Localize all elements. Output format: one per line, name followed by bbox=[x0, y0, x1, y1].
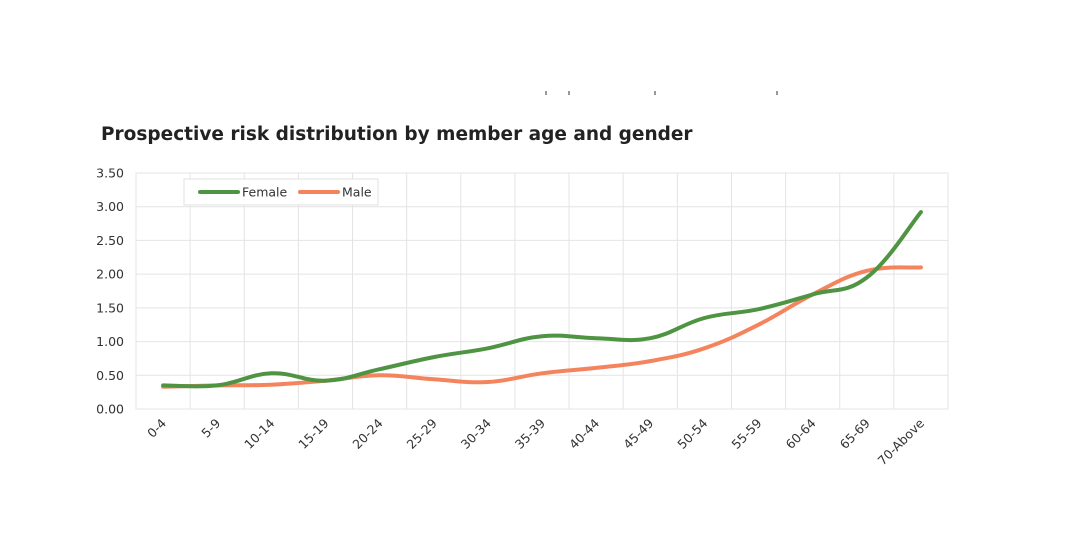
x-tick-label: 40-44 bbox=[566, 415, 602, 451]
y-tick-label: 0.00 bbox=[96, 402, 124, 417]
series-line-female[interactable] bbox=[161, 210, 923, 389]
series-line-male[interactable] bbox=[161, 265, 923, 389]
x-tick-label: 5-9 bbox=[198, 415, 223, 440]
y-tick-label: 0.50 bbox=[96, 368, 124, 383]
y-tick-label: 3.50 bbox=[96, 166, 124, 181]
x-tick-label: 0-4 bbox=[144, 415, 169, 440]
chart-title: Prospective risk distribution by member … bbox=[101, 124, 693, 145]
x-tick-label: 55-59 bbox=[728, 415, 764, 451]
x-tick-label: 25-29 bbox=[404, 415, 440, 451]
series bbox=[161, 210, 923, 389]
x-tick-label: 45-49 bbox=[620, 415, 656, 451]
y-tick-label: 1.00 bbox=[96, 334, 124, 349]
x-tick-label: 30-34 bbox=[458, 415, 494, 451]
axes: 0.00 0.50 1.00 1.50 2.00 2.50 3.00 3.50 0-4 5-9 10… bbox=[96, 166, 927, 469]
x-tick-label: 70-Above bbox=[874, 415, 927, 468]
y-tick-label: 1.50 bbox=[96, 300, 124, 315]
legend-label: Male bbox=[342, 185, 372, 200]
legend-item-male[interactable]: Male bbox=[298, 185, 372, 200]
y-tick-label: 2.50 bbox=[96, 233, 124, 248]
clipped-top-marks bbox=[545, 91, 778, 95]
x-tick-label: 15-19 bbox=[295, 415, 331, 451]
legend-item-female[interactable]: Female bbox=[198, 185, 288, 200]
x-tick-label: 10-14 bbox=[241, 415, 277, 451]
y-tick-label: 2.00 bbox=[96, 267, 124, 282]
x-tick-label: 60-64 bbox=[782, 415, 818, 451]
legend-label: Female bbox=[242, 185, 288, 200]
x-tick-label: 50-54 bbox=[674, 415, 710, 451]
x-tick-label: 65-69 bbox=[837, 415, 873, 451]
x-tick-label: 35-39 bbox=[512, 415, 548, 451]
x-tick-label: 20-24 bbox=[349, 415, 385, 451]
y-tick-label: 3.00 bbox=[96, 199, 124, 214]
legend[interactable]: Female Male bbox=[183, 178, 379, 206]
